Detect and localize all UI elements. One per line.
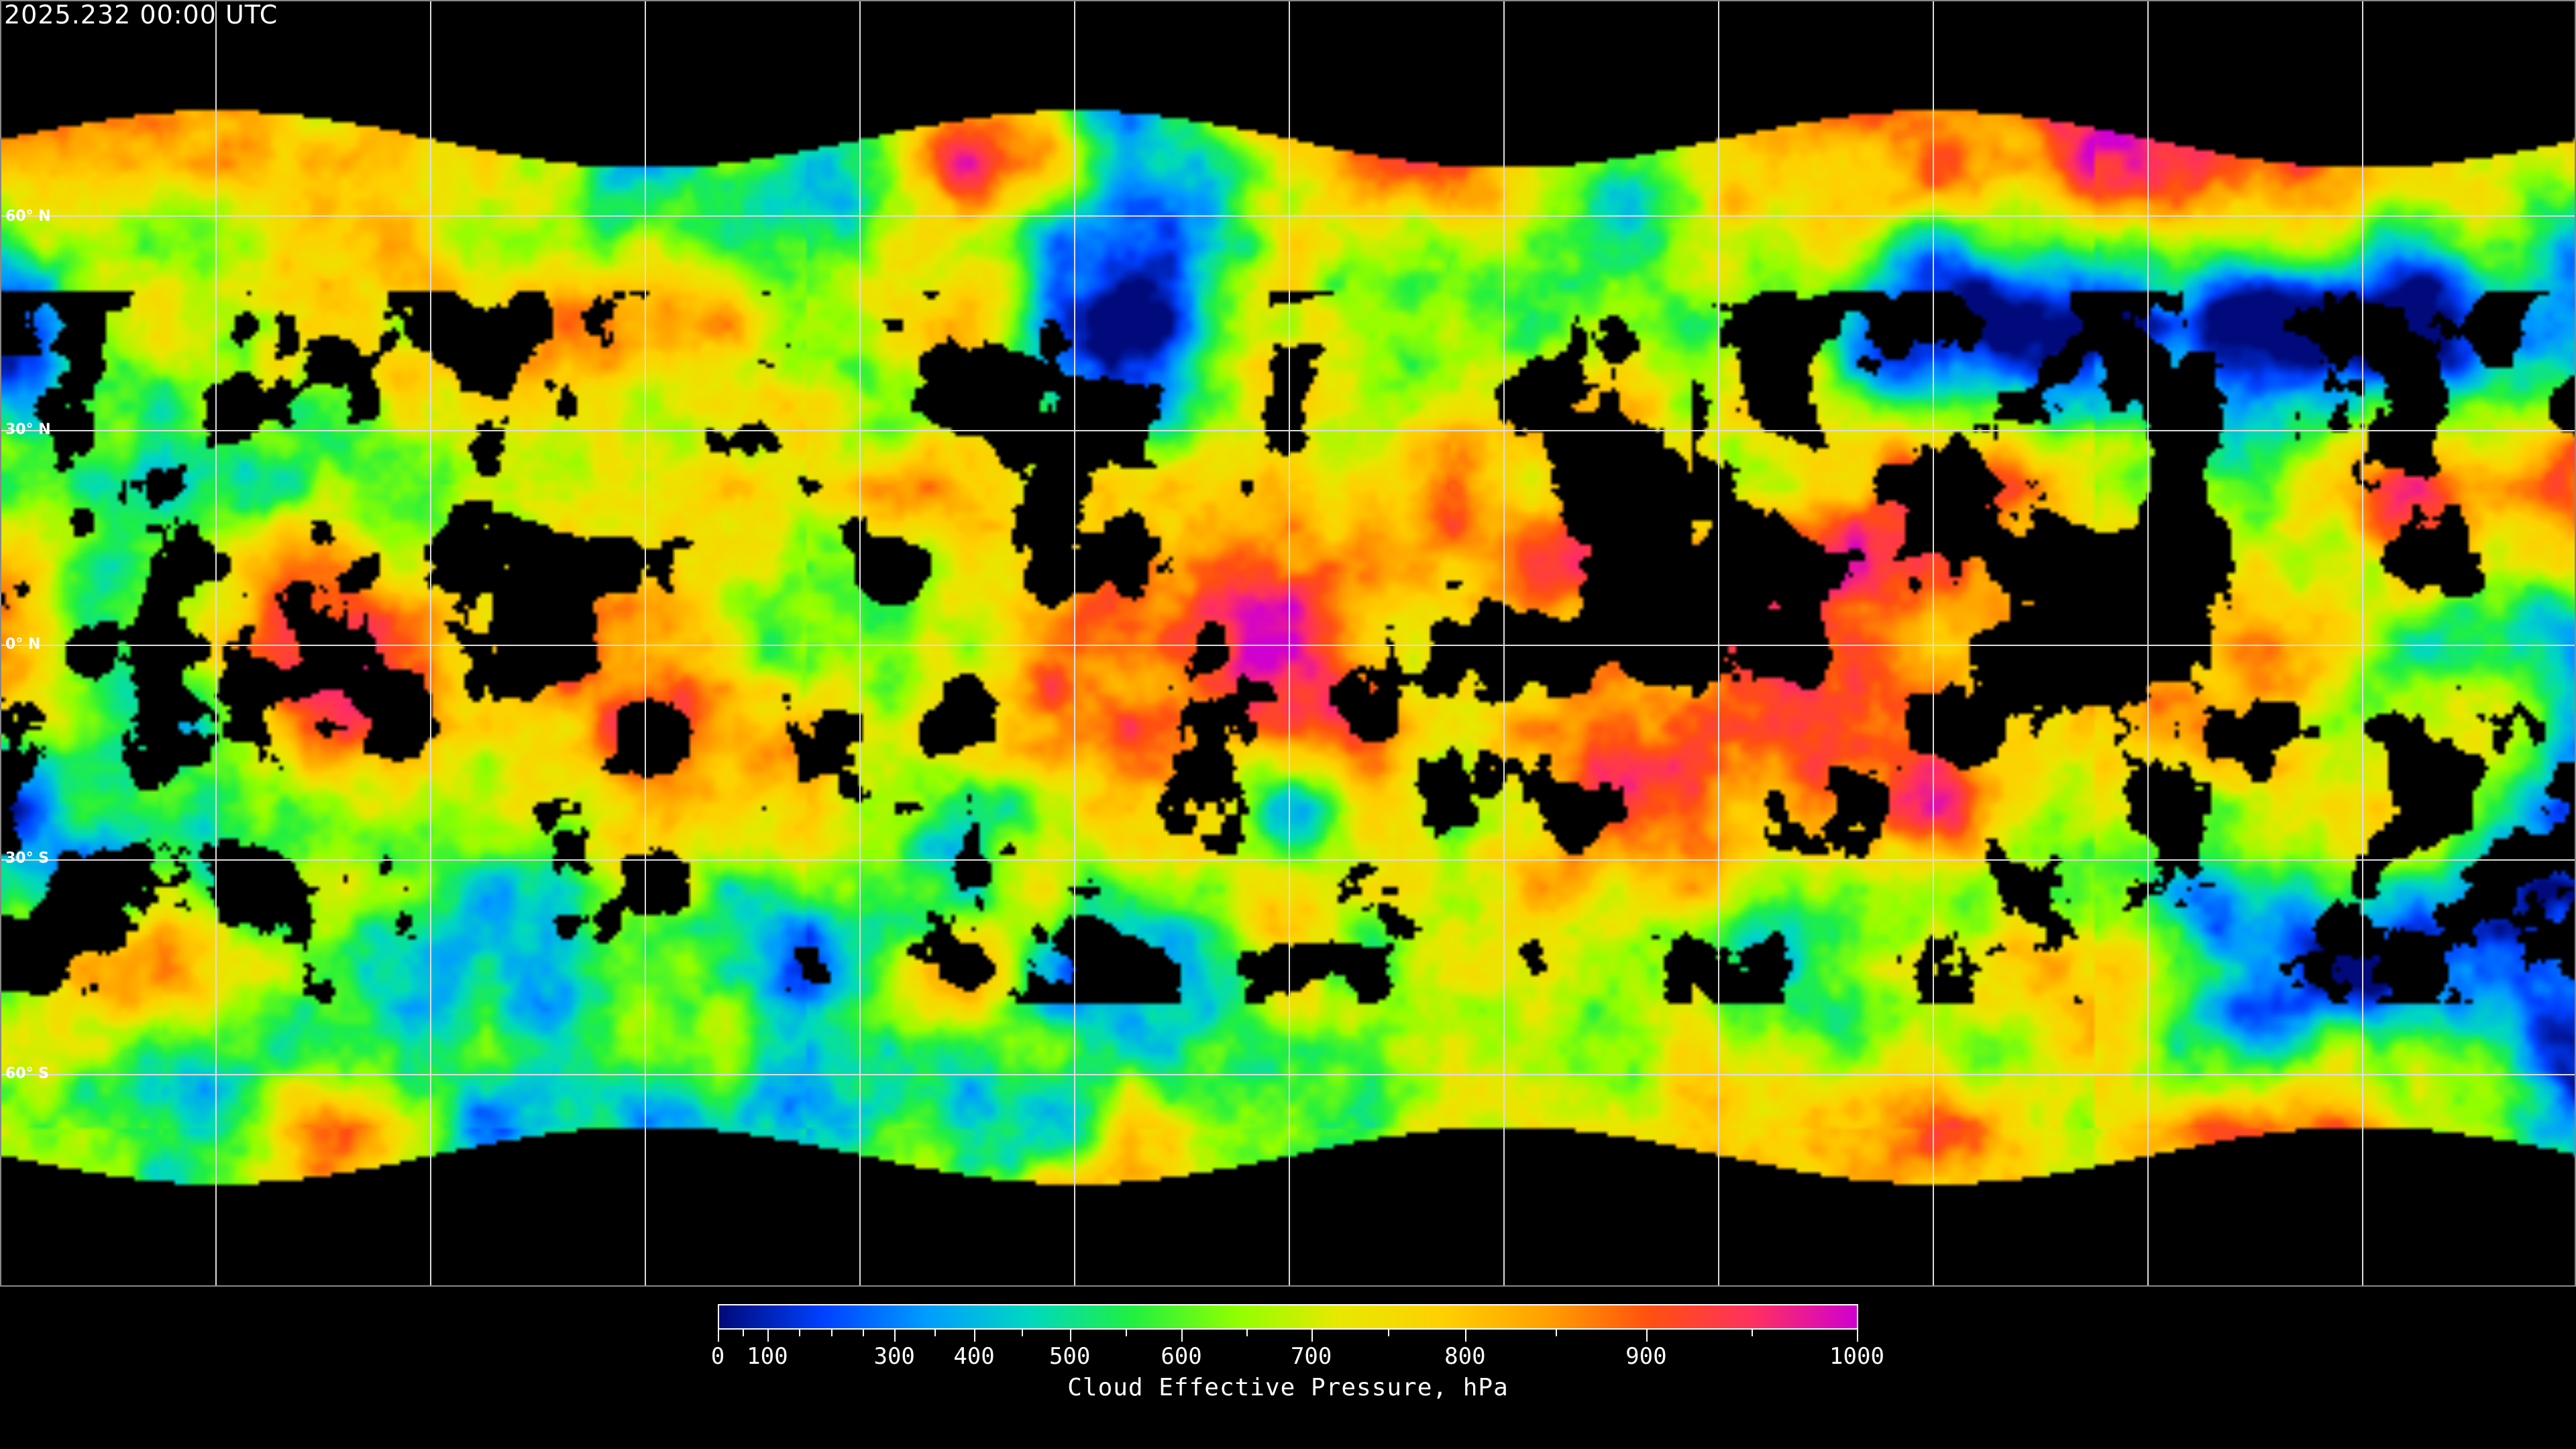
colorbar-title: Cloud Effective Pressure, hPa xyxy=(1067,1374,1509,1401)
colorbar-minor-tick xyxy=(1022,1330,1024,1336)
colorbar-minor-tick xyxy=(1246,1330,1248,1336)
colorbar-minor-tick xyxy=(934,1330,936,1336)
colorbar-major-tick xyxy=(1857,1330,1858,1342)
colorbar-minor-tick xyxy=(1125,1330,1127,1336)
colorbar-minor-tick xyxy=(742,1330,744,1336)
colorbar-tick-label: 700 xyxy=(1290,1343,1332,1370)
colorbar-tick-label: 500 xyxy=(1049,1343,1091,1370)
colorbar-major-tick xyxy=(1646,1330,1648,1342)
colorbar-minor-tick xyxy=(799,1330,801,1336)
lat-label-30s: 30° S xyxy=(5,850,50,867)
colorbar-tick-label: 600 xyxy=(1161,1343,1202,1370)
colorbar-minor-tick xyxy=(1751,1330,1753,1336)
colorbar-tick-label: 800 xyxy=(1444,1343,1486,1370)
lat-label-60n: 60° N xyxy=(5,208,51,225)
cloud-pressure-map: 60° N 30° N 0° N 30° S 60° S xyxy=(0,0,2576,1287)
colorbar-major-tick xyxy=(974,1330,976,1342)
colorbar xyxy=(718,1304,1858,1330)
graticule xyxy=(1,1,2575,1285)
colorbar-minor-tick xyxy=(830,1330,833,1336)
colorbar-major-tick xyxy=(767,1330,769,1342)
colorbar-tick-label: 1000 xyxy=(1829,1343,1884,1370)
colorbar-major-tick xyxy=(894,1330,896,1342)
colorbar-ticks xyxy=(718,1330,1858,1356)
colorbar-minor-tick xyxy=(1388,1330,1390,1336)
colorbar-minor-tick xyxy=(1555,1330,1557,1336)
colorbar-tick-label: 0 xyxy=(710,1343,725,1370)
colorbar-tick-label: 100 xyxy=(747,1343,788,1370)
colorbar-tick-label: 400 xyxy=(953,1343,995,1370)
colorbar-minor-tick xyxy=(862,1330,864,1336)
lat-label-60s: 60° S xyxy=(5,1065,50,1082)
colorbar-major-tick xyxy=(1181,1330,1183,1342)
colorbar-major-tick xyxy=(1311,1330,1313,1342)
lat-label-0n: 0° N xyxy=(5,636,41,653)
colorbar-major-tick xyxy=(1069,1330,1071,1342)
colorbar-major-tick xyxy=(1464,1330,1466,1342)
colorbar-tick-label: 300 xyxy=(873,1343,915,1370)
colorbar-tick-label: 900 xyxy=(1625,1343,1667,1370)
colorbar-major-tick xyxy=(718,1330,719,1342)
lat-label-30n: 30° N xyxy=(5,421,51,438)
timestamp-title: 2025.232 00:00 UTC xyxy=(4,0,278,30)
